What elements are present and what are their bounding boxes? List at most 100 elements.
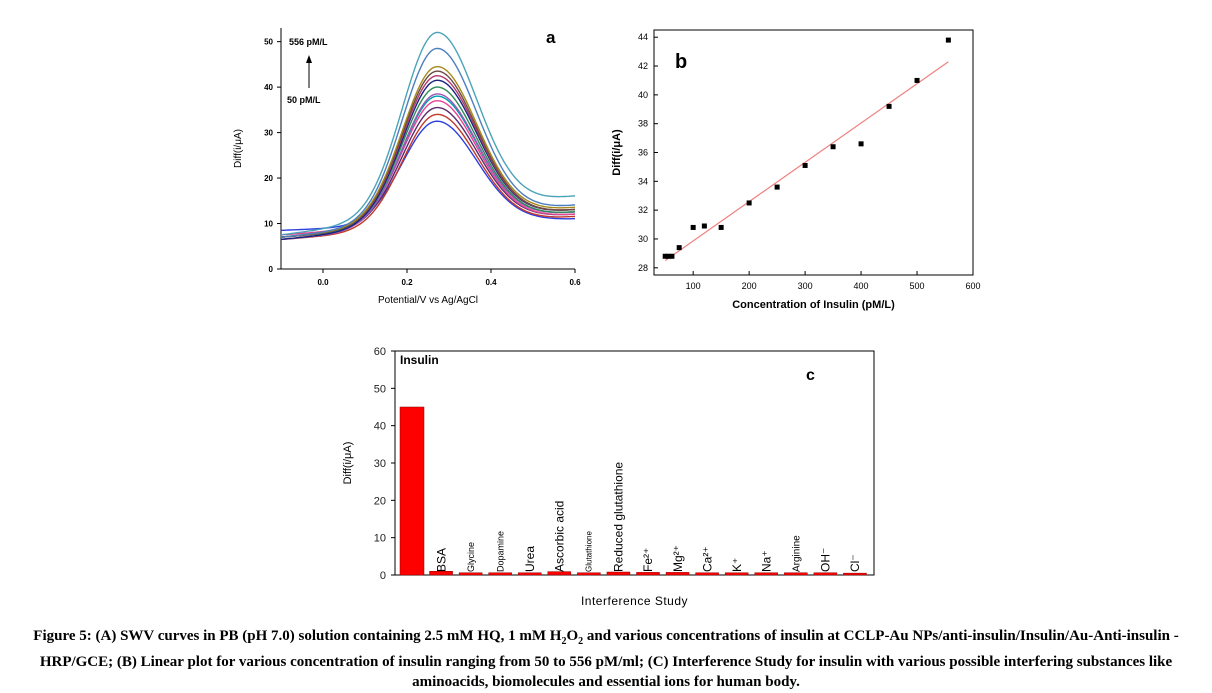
caption-part3: and various concentrations of insulin at… — [39, 628, 1179, 690]
y-tick-label: 44 — [638, 32, 648, 42]
y-tick-label: 38 — [638, 119, 648, 129]
category-label: BSA — [434, 548, 448, 572]
y-tick-label: 30 — [638, 234, 648, 244]
data-point — [802, 162, 808, 168]
data-point — [858, 141, 864, 147]
category-label: Cl⁻ — [848, 554, 862, 572]
category-label: Reduced glutathione — [612, 462, 626, 572]
y-tick-label: 60 — [374, 346, 386, 358]
y-tick-label: 30 — [374, 458, 386, 470]
x-tick-label: 0.2 — [401, 278, 413, 287]
y-tick-label: 10 — [374, 533, 386, 545]
figure-caption: Figure 5: (A) SWV curves in PB (pH 7.0) … — [20, 626, 1192, 692]
linear-fit-line — [664, 61, 949, 262]
annotation-high-conc: 556 pM/L — [289, 37, 328, 47]
y-axis-label: Diff(i/μA) — [233, 129, 244, 168]
category-label: Glycine — [466, 542, 476, 572]
swv-curve — [281, 120, 575, 231]
y-tick-label: 50 — [374, 383, 386, 395]
swv-curve — [280, 31, 576, 236]
bar — [606, 571, 631, 576]
y-tick-label: 20 — [264, 174, 273, 183]
bar — [488, 572, 512, 576]
panel-b-linear-plot: 100 200 300 400 500 600 28 30 32 34 36 38 40 42 44 Conc… — [611, 29, 981, 311]
data-point — [718, 224, 724, 230]
data-point — [665, 253, 671, 259]
panel-a-swv-curves: 0.0 0.2 0.4 0.6 0 10 20 30 40 50 Potential/V vs Ag… — [233, 28, 581, 306]
y-axis-label: Diff(i/μA) — [342, 442, 354, 485]
x-tick-label: 0.0 — [317, 278, 329, 287]
data-point — [690, 224, 696, 230]
y-tick-label: 10 — [264, 220, 273, 229]
bar — [429, 571, 453, 576]
category-label: K⁺ — [730, 558, 744, 572]
y-tick-label: 50 — [264, 38, 273, 47]
annotation-low-conc: 50 pM/L — [287, 95, 321, 105]
bar — [695, 572, 719, 576]
category-label: Ca²⁺ — [700, 546, 714, 572]
y-tick-label: 40 — [374, 421, 386, 433]
arrow-head — [306, 55, 312, 63]
x-tick-label: 200 — [742, 281, 757, 291]
category-label: Fe²⁺ — [641, 548, 655, 572]
data-point — [676, 245, 682, 251]
category-label: Ascorbic acid — [553, 501, 567, 572]
bar — [518, 572, 542, 576]
x-tick-label: 500 — [910, 281, 925, 291]
y-tick-label: 20 — [374, 495, 386, 507]
x-tick-label: 0.6 — [569, 278, 581, 287]
data-point — [914, 77, 920, 83]
bar — [458, 572, 483, 576]
y-tick-label: 0 — [380, 570, 386, 582]
x-tick-label: 0.4 — [485, 278, 497, 287]
caption-sub1: 2 — [561, 636, 567, 647]
swv-curve — [280, 95, 576, 238]
y-tick-label: 28 — [638, 263, 648, 273]
data-point — [886, 103, 892, 109]
y-tick-label: 42 — [638, 61, 648, 71]
category-label: Urea — [523, 546, 537, 572]
data-point — [830, 144, 836, 150]
swv-curve — [280, 70, 576, 238]
swv-curve — [280, 47, 576, 238]
bar — [784, 572, 808, 576]
panel-c-interference-bars: 0 10 20 30 40 50 60 Diff(i/μA) Interference Stud… — [342, 346, 875, 608]
bar — [577, 572, 601, 576]
x-axis-label: Interference Study — [581, 594, 688, 608]
x-axis-label: Potential/V vs Ag/AgCl — [378, 295, 478, 306]
bar — [754, 572, 778, 576]
category-label: OH⁻ — [819, 548, 833, 572]
y-tick-label: 34 — [638, 176, 648, 186]
data-point — [746, 200, 752, 206]
category-label: Dopamine — [495, 531, 505, 572]
x-tick-label: 600 — [965, 281, 980, 291]
data-point — [662, 253, 668, 259]
bar — [843, 572, 867, 576]
category-label: Mg²⁺ — [671, 545, 685, 572]
category-label: Na⁺ — [760, 550, 774, 572]
x-tick-label: 300 — [798, 281, 813, 291]
y-tick-label: 40 — [638, 90, 648, 100]
y-tick-label: 36 — [638, 148, 648, 158]
caption-sub2: 2 — [578, 636, 584, 647]
data-point — [701, 223, 707, 229]
x-axis-label: Concentration of Insulin (pM/L) — [732, 299, 895, 311]
panel-letter-a: a — [546, 28, 556, 47]
panel-letter-b: b — [675, 51, 687, 73]
bar — [547, 571, 572, 576]
bar — [399, 406, 425, 576]
swv-curve — [280, 93, 576, 241]
panel-letter-c: c — [806, 367, 815, 384]
figure: 0.0 0.2 0.4 0.6 0 10 20 30 40 50 Potential/V vs Ag… — [233, 28, 981, 608]
y-axis-label: Diff(i/μA) — [611, 129, 623, 176]
bar — [813, 572, 838, 576]
bar — [636, 572, 660, 576]
bar — [665, 572, 690, 576]
y-tick-label: 40 — [264, 83, 273, 92]
data-point — [669, 253, 675, 259]
swv-curve — [280, 113, 576, 241]
caption-part1: Figure 5: (A) SWV curves in PB (pH 7.0) … — [33, 628, 562, 644]
bar — [724, 572, 749, 576]
x-tick-label: 400 — [854, 281, 869, 291]
caption-part2: O — [566, 628, 579, 644]
